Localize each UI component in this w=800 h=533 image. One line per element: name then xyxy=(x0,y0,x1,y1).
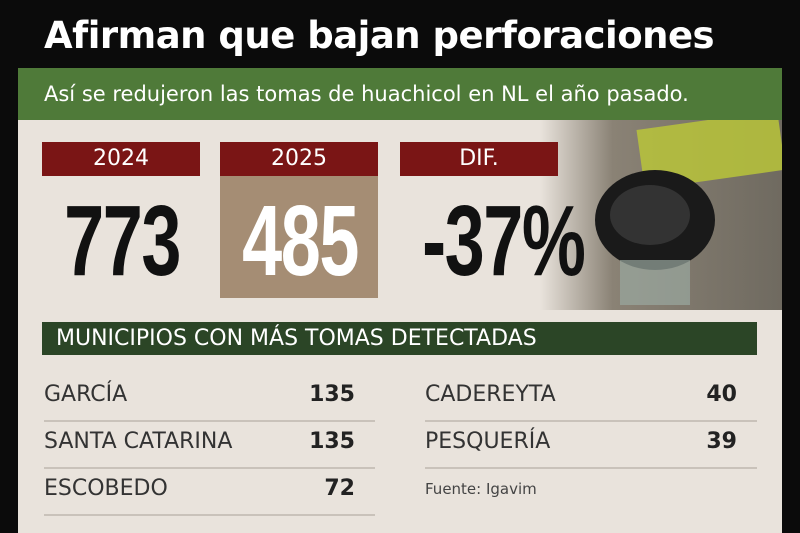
source: Fuente: Igavim xyxy=(425,480,537,498)
row-rule xyxy=(425,467,757,469)
stat-label: DIF. xyxy=(400,142,558,176)
section-bar xyxy=(42,322,757,355)
municipality-name: SANTA CATARINA xyxy=(44,429,233,454)
stat-value: 773 xyxy=(64,185,181,297)
municipality-value: 135 xyxy=(309,429,355,454)
municipality-value: 39 xyxy=(706,429,737,454)
stat-label: 2025 xyxy=(220,142,378,176)
row-rule xyxy=(44,420,375,422)
municipality-value: 135 xyxy=(309,382,355,407)
municipality-value: 40 xyxy=(706,382,737,407)
row-rule xyxy=(44,514,375,516)
stat-value: -37% xyxy=(422,185,586,297)
row-rule xyxy=(44,467,375,469)
municipality-name: PESQUERÍA xyxy=(425,429,551,454)
municipality-name: ESCOBEDO xyxy=(44,476,168,501)
municipality-value: 72 xyxy=(324,476,355,501)
subtitle: Así se redujeron las tomas de huachicol … xyxy=(44,82,689,106)
municipality-name: CADEREYTA xyxy=(425,382,556,407)
title: Afirman que bajan perforaciones xyxy=(44,14,715,57)
row-rule xyxy=(425,420,757,422)
section-title: MUNICIPIOS CON MÁS TOMAS DETECTADAS xyxy=(56,326,537,351)
municipality-name: GARCÍA xyxy=(44,382,128,407)
subtitle-banner xyxy=(18,68,782,120)
photo xyxy=(540,120,782,310)
stat-value: 485 xyxy=(242,185,359,297)
stat-label: 2024 xyxy=(42,142,200,176)
